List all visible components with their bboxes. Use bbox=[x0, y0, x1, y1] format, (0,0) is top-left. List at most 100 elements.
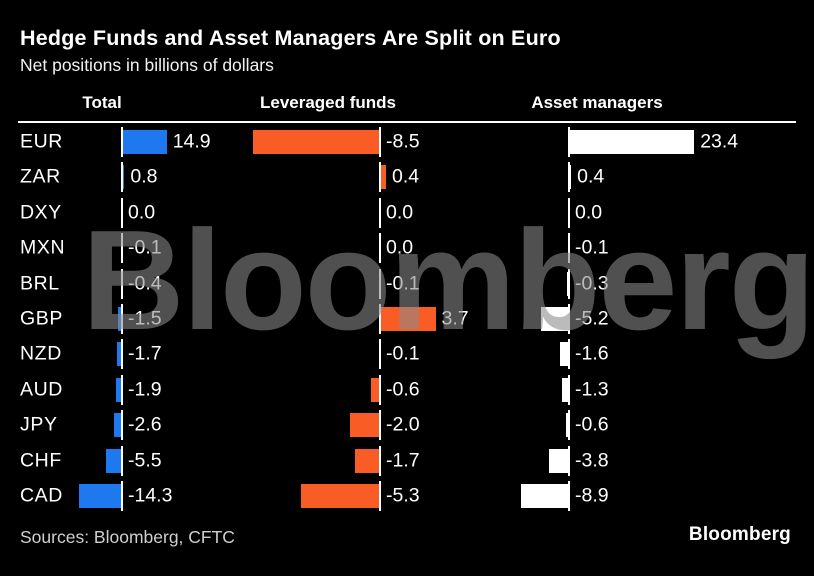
bar-total-eur bbox=[122, 129, 167, 154]
axis-tick-asset-managers bbox=[568, 162, 570, 193]
bar-asset-managers-nzd bbox=[560, 342, 569, 367]
value-label-total-cad: -14.3 bbox=[128, 484, 173, 507]
bar-total-zar bbox=[122, 165, 125, 190]
value-label-total-zar: 0.8 bbox=[130, 165, 158, 188]
chart-subtitle: Net positions in billions of dollars bbox=[20, 55, 274, 75]
currency-label-brl: BRL bbox=[20, 272, 60, 295]
chart-row-jpy: JPY -2.6 -2.0 -0.6 bbox=[0, 408, 814, 443]
value-label-leveraged-funds-jpy: -2.0 bbox=[386, 413, 420, 436]
chart-row-aud: AUD -1.9 -0.6 -1.3 bbox=[0, 372, 814, 407]
axis-tick-total bbox=[121, 233, 123, 264]
axis-tick-total bbox=[121, 445, 123, 476]
top-border-line bbox=[18, 121, 796, 123]
axis-tick-leveraged-funds bbox=[379, 445, 381, 476]
axis-tick-leveraged-funds bbox=[379, 303, 381, 334]
currency-label-chf: CHF bbox=[20, 449, 62, 472]
value-label-total-gbp: -1.5 bbox=[128, 307, 162, 330]
bar-asset-managers-eur bbox=[569, 129, 695, 154]
axis-tick-asset-managers bbox=[568, 374, 570, 405]
bar-total-nzd bbox=[116, 342, 122, 367]
column-header-leveraged-funds: Leveraged funds bbox=[259, 93, 397, 112]
axis-tick-leveraged-funds bbox=[379, 197, 381, 228]
axis-tick-asset-managers bbox=[568, 126, 570, 157]
column-header-asset-managers: Asset managers bbox=[531, 93, 663, 112]
bar-asset-managers-aud bbox=[562, 377, 569, 402]
axis-tick-asset-managers bbox=[568, 481, 570, 512]
axis-tick-leveraged-funds bbox=[379, 268, 381, 299]
axis-tick-total bbox=[121, 197, 123, 228]
value-label-asset-managers-zar: 0.4 bbox=[577, 165, 605, 188]
column-header-total: Total bbox=[82, 93, 122, 112]
bar-total-cad bbox=[79, 484, 122, 509]
bar-leveraged-funds-chf bbox=[354, 448, 380, 473]
chart-row-mxn: MXN -0.1 0.0 -0.1 bbox=[0, 230, 814, 265]
currency-label-jpy: JPY bbox=[20, 413, 58, 436]
axis-tick-asset-managers bbox=[568, 339, 570, 370]
chart-row-gbp: GBP -1.5 3.7 -5.2 bbox=[0, 301, 814, 336]
chart-row-zar: ZAR 0.8 0.4 0.4 bbox=[0, 159, 814, 194]
chart-row-brl: BRL -0.4 -0.1 -0.3 bbox=[0, 266, 814, 301]
chart-row-cad: CAD -14.3 -5.3 -8.9 bbox=[0, 479, 814, 514]
axis-tick-leveraged-funds bbox=[379, 233, 381, 264]
value-label-total-chf: -5.5 bbox=[128, 449, 162, 472]
axis-tick-asset-managers bbox=[568, 303, 570, 334]
currency-label-eur: EUR bbox=[20, 130, 63, 153]
value-label-total-jpy: -2.6 bbox=[128, 413, 162, 436]
value-label-leveraged-funds-dxy: 0.0 bbox=[386, 201, 414, 224]
axis-tick-asset-managers bbox=[568, 197, 570, 228]
value-label-asset-managers-cad: -8.9 bbox=[575, 484, 609, 507]
bar-total-gbp bbox=[117, 306, 122, 331]
value-label-total-nzd: -1.7 bbox=[128, 342, 162, 365]
axis-tick-leveraged-funds bbox=[379, 481, 381, 512]
axis-tick-asset-managers bbox=[568, 233, 570, 264]
chart-row-chf: CHF -5.5 -1.7 -3.8 bbox=[0, 443, 814, 478]
bar-asset-managers-zar bbox=[569, 165, 572, 190]
value-label-total-dxy: 0.0 bbox=[128, 201, 156, 224]
value-label-asset-managers-chf: -3.8 bbox=[575, 449, 609, 472]
axis-tick-total bbox=[121, 126, 123, 157]
axis-tick-total bbox=[121, 303, 123, 334]
value-label-leveraged-funds-gbp: 3.7 bbox=[441, 307, 469, 330]
bar-leveraged-funds-gbp bbox=[380, 306, 436, 331]
value-label-total-mxn: -0.1 bbox=[128, 236, 162, 259]
bar-total-chf bbox=[105, 448, 122, 473]
axis-tick-total bbox=[121, 268, 123, 299]
axis-tick-leveraged-funds bbox=[379, 410, 381, 441]
bar-asset-managers-chf bbox=[548, 448, 569, 473]
value-label-leveraged-funds-eur: -8.5 bbox=[386, 130, 420, 153]
bar-asset-managers-jpy bbox=[565, 413, 569, 438]
axis-tick-total bbox=[121, 481, 123, 512]
axis-tick-total bbox=[121, 339, 123, 370]
bloomberg-logo: Bloomberg bbox=[688, 524, 791, 545]
axis-tick-asset-managers bbox=[568, 445, 570, 476]
axis-tick-asset-managers bbox=[568, 410, 570, 441]
axis-tick-leveraged-funds bbox=[379, 126, 381, 157]
bar-leveraged-funds-jpy bbox=[350, 413, 380, 438]
bar-asset-managers-cad bbox=[521, 484, 569, 509]
bar-leveraged-funds-aud bbox=[371, 377, 380, 402]
currency-label-gbp: GBP bbox=[20, 307, 63, 330]
source-note: Sources: Bloomberg, CFTC bbox=[20, 527, 235, 547]
chart-row-eur: EUR 14.9 -8.5 23.4 bbox=[0, 124, 814, 159]
value-label-total-brl: -0.4 bbox=[128, 272, 162, 295]
value-label-asset-managers-nzd: -1.6 bbox=[575, 342, 609, 365]
value-label-leveraged-funds-nzd: -0.1 bbox=[386, 342, 420, 365]
bar-leveraged-funds-cad bbox=[300, 484, 380, 509]
axis-tick-total bbox=[121, 162, 123, 193]
value-label-leveraged-funds-cad: -5.3 bbox=[386, 484, 420, 507]
bar-total-jpy bbox=[114, 413, 122, 438]
axis-tick-leveraged-funds bbox=[379, 374, 381, 405]
bar-asset-managers-gbp bbox=[541, 306, 569, 331]
currency-label-nzd: NZD bbox=[20, 342, 62, 365]
currency-label-cad: CAD bbox=[20, 484, 63, 507]
chart-row-nzd: NZD -1.7 -0.1 -1.6 bbox=[0, 337, 814, 372]
value-label-leveraged-funds-aud: -0.6 bbox=[386, 378, 420, 401]
value-label-total-aud: -1.9 bbox=[128, 378, 162, 401]
currency-label-dxy: DXY bbox=[20, 201, 62, 224]
plot-area: EUR 14.9 -8.5 23.4 ZAR 0.8 0.4 0.4 DXY 0.0 0.0 0.0 M… bbox=[0, 124, 814, 514]
axis-tick-asset-managers bbox=[568, 268, 570, 299]
currency-label-mxn: MXN bbox=[20, 236, 66, 259]
value-label-asset-managers-brl: -0.3 bbox=[575, 272, 609, 295]
value-label-total-eur: 14.9 bbox=[172, 130, 211, 153]
